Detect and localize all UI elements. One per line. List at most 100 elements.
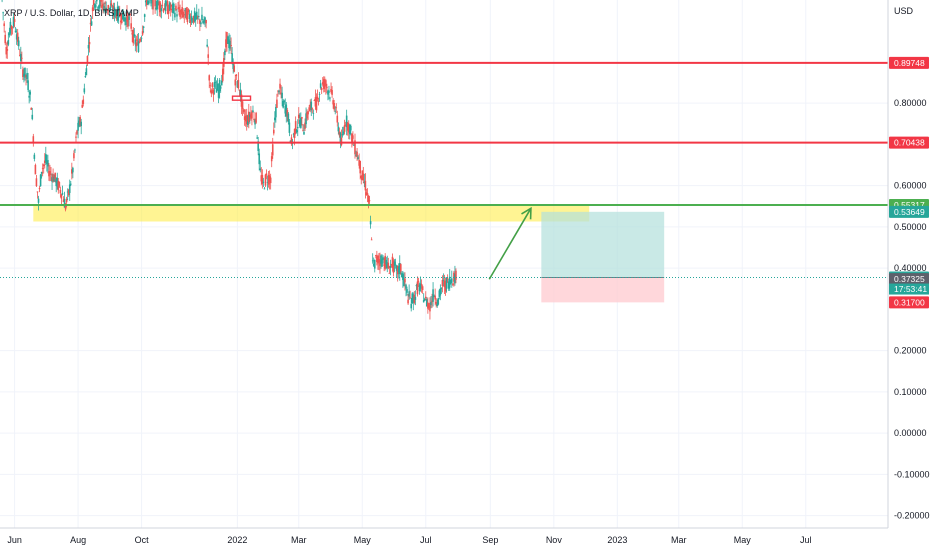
candle-body xyxy=(328,90,330,93)
candle-body xyxy=(174,12,176,18)
candle-body xyxy=(245,115,248,125)
candle-body xyxy=(358,159,360,166)
price-axis-ticks: 0.80000 0.60000 0.50000 0.40000 0.20000 0.100… xyxy=(894,98,930,521)
candle-body xyxy=(363,181,366,183)
candle-body xyxy=(390,263,393,265)
candle-body xyxy=(113,7,116,17)
candle-body xyxy=(50,174,52,176)
candle-body xyxy=(350,125,352,131)
candle-body xyxy=(239,89,242,98)
candle-body xyxy=(183,14,186,16)
candle-body xyxy=(431,300,433,303)
candle-body xyxy=(21,57,23,59)
candle-body xyxy=(343,125,346,132)
y-tick-label: 0.60000 xyxy=(894,181,927,191)
candle-body xyxy=(135,42,138,47)
candle-body xyxy=(181,7,183,15)
candle-body xyxy=(354,140,356,155)
candle-body xyxy=(151,0,153,4)
candle-body xyxy=(228,39,230,49)
trend-arrow-head[interactable] xyxy=(521,206,532,220)
candle-body xyxy=(321,82,324,85)
candle-body xyxy=(167,9,170,14)
candle-body xyxy=(45,154,47,162)
candle-body xyxy=(134,39,137,45)
candle-body xyxy=(307,111,309,115)
price-tag-label: 0.70438 xyxy=(894,138,925,148)
candle-body xyxy=(176,14,178,17)
candles-layer xyxy=(0,0,888,320)
candle-body xyxy=(81,104,84,108)
candle-body xyxy=(91,7,94,12)
candle-body xyxy=(446,278,449,280)
candle-body xyxy=(362,173,365,181)
candle-body xyxy=(427,302,429,309)
candle-body xyxy=(236,81,239,88)
candle-body xyxy=(288,122,291,133)
countdown-tag xyxy=(889,283,929,295)
levels-layer[interactable] xyxy=(0,61,888,206)
candle-body xyxy=(246,121,249,125)
candle-body xyxy=(454,274,456,284)
candle-body xyxy=(336,115,339,123)
candle-body xyxy=(173,3,175,8)
candle-body xyxy=(27,80,29,90)
candle-body xyxy=(319,83,322,88)
candle-body xyxy=(204,17,206,22)
candle-body xyxy=(117,7,120,18)
candle-body xyxy=(121,13,123,24)
candle-body xyxy=(162,9,165,12)
candle-body xyxy=(249,114,251,117)
candle-body xyxy=(210,90,213,94)
candle-body xyxy=(235,74,238,77)
candle-body xyxy=(214,82,217,83)
x-tick-label: Oct xyxy=(135,535,150,545)
y-tick-label: 0.80000 xyxy=(894,98,927,108)
trend-arrow-line[interactable] xyxy=(488,207,532,280)
candle-body xyxy=(248,111,250,122)
candle-body xyxy=(185,7,188,20)
y-tick-label: 0.50000 xyxy=(894,222,927,232)
candle-body xyxy=(366,193,369,195)
candle-body xyxy=(377,255,379,264)
candle-body xyxy=(243,116,246,120)
candle-body xyxy=(282,100,284,108)
price-tag-label: 0.53649 xyxy=(894,207,925,217)
candle-body xyxy=(219,86,222,89)
candle-body xyxy=(401,273,403,278)
candle-body xyxy=(440,288,443,290)
candle-body xyxy=(382,257,384,260)
candle-body xyxy=(231,53,233,63)
candle-body xyxy=(104,2,106,4)
price-tag-label: 0.31700 xyxy=(894,297,925,307)
candle-body xyxy=(277,90,279,92)
candle-body xyxy=(264,174,267,186)
candle-body xyxy=(42,164,45,167)
plot-area[interactable] xyxy=(0,0,888,320)
candle-body xyxy=(8,33,11,36)
candle-body xyxy=(416,281,419,295)
candle-body xyxy=(312,113,315,114)
candle-body xyxy=(275,106,277,118)
candle-body xyxy=(418,284,421,292)
candle-body xyxy=(105,7,107,13)
price-axis[interactable] xyxy=(889,0,932,528)
level-marker[interactable] xyxy=(231,95,252,101)
candle-body xyxy=(86,56,89,64)
candle-body xyxy=(221,68,224,81)
candle-body xyxy=(24,67,26,78)
candle-body xyxy=(345,115,348,128)
candle-body xyxy=(405,284,407,289)
candle-body xyxy=(263,188,266,190)
candle-body xyxy=(215,88,218,93)
candle-body xyxy=(65,198,68,203)
candle-body xyxy=(292,133,295,135)
candle-body xyxy=(324,83,326,85)
candle-body xyxy=(111,12,114,14)
position-profit-zone xyxy=(541,211,665,278)
candle-body xyxy=(265,173,268,176)
candle-body xyxy=(426,299,428,307)
time-axis[interactable] xyxy=(0,529,888,550)
drawings-layer[interactable] xyxy=(231,95,532,280)
